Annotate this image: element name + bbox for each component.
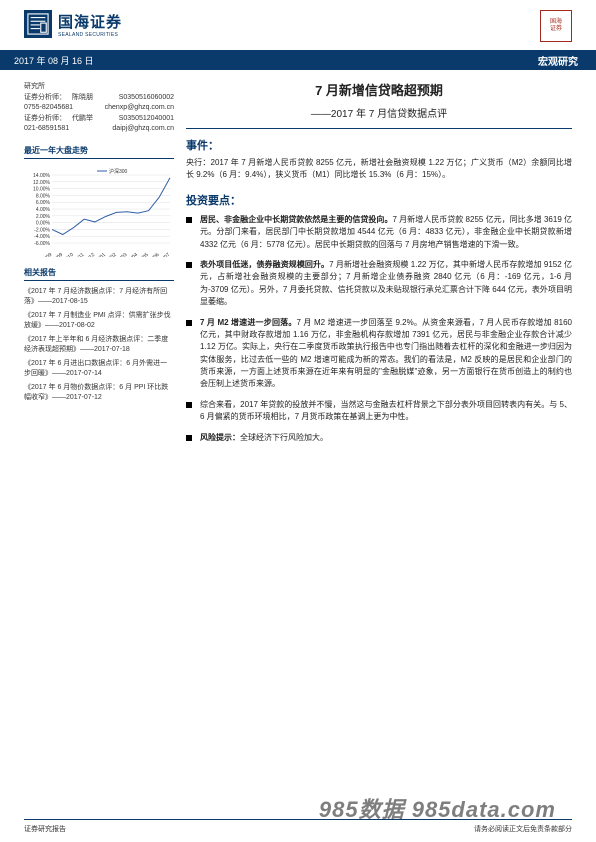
report-date: 2017 年 08 月 16 日 [0, 50, 108, 70]
main-subtitle: ——2017 年 7 月信贷数据点评 [186, 105, 572, 120]
bullet-square-icon [186, 320, 192, 326]
chart-title: 最近一年大盘走势 [24, 145, 174, 159]
analyst-email: chenxp@ghzq.com.cn [105, 103, 174, 114]
logo-block: 国海证券 SEALAND SECURITIES [24, 10, 122, 38]
svg-text:8.00%: 8.00% [36, 193, 51, 199]
analyst-email: daipj@ghzq.com.cn [112, 124, 174, 135]
bullet-item: 7 月 M2 增速进一步回落。7 月 M2 增速进一步回落至 9.2%。从资金来… [186, 317, 572, 391]
report-item: 《2017 年 7 月制造业 PMI 点评：供需扩张步伐放缓》——2017-08… [24, 311, 174, 332]
analyst-id: S0350512040001 [119, 114, 174, 125]
svg-text:12.00%: 12.00% [33, 179, 51, 185]
bullet-text: 风险提示：全球经济下行风险加大。 [200, 432, 572, 444]
footer-right: 请务必阅读正文后免责条款部分 [474, 824, 572, 834]
bullet-square-icon [186, 217, 192, 223]
bullet-square-icon [186, 402, 192, 408]
stamp-icon: 国海证券 [540, 10, 572, 42]
svg-text:14.00%: 14.00% [33, 173, 51, 179]
analyst-name: 陈晓朋 [72, 93, 93, 104]
right-column: 7 月新增信贷略超预期 ——2017 年 7 月信贷数据点评 事件： 央行：20… [186, 76, 572, 452]
svg-text:4.00%: 4.00% [36, 207, 51, 213]
report-item: 《2017 年 7 月经济数据点评：7 月经济有所回落》——2017-08-15 [24, 287, 174, 308]
report-item: 《2017 年 6 月物价数据点评：6 月 PPI 环比跌幅收窄》——2017-… [24, 383, 174, 404]
svg-text:-4.00%: -4.00% [34, 234, 50, 240]
analyst-role: 证券分析师： [24, 93, 66, 104]
header: 国海证券 SEALAND SECURITIES 国海证券 [0, 0, 596, 46]
blue-bar: 2017 年 08 月 16 日 宏观研究 [0, 50, 596, 70]
svg-text:2.00%: 2.00% [36, 213, 51, 219]
bullet-item: 表外项目低迷，债券融资规模回升。7 月新增社会融资规模 1.22 万亿，其中新增… [186, 259, 572, 309]
bullet-text: 综合来看，2017 年贷款的投放并不慢，当然这与金融去杠杆背景之下部分表外项目回… [200, 399, 572, 424]
left-column: 研究所 证券分析师： 陈晓朋 S0350516060002 0755-82045681… [24, 76, 174, 452]
logo-text-cn: 国海证券 [58, 11, 122, 32]
main-title: 7 月新增信贷略超预期 [186, 80, 572, 99]
event-body: 央行：2017 年 7 月新增人民币贷款 8255 亿元，新增社会融资规模 1.… [186, 157, 572, 182]
bullets-list: 居民、非金融企业中长期贷款依然是主要的信贷投向。7 月新增人民币贷款 8255 … [186, 214, 572, 444]
bullet-item: 综合来看，2017 年贷款的投放并不慢，当然这与金融去杠杆背景之下部分表外项目回… [186, 399, 572, 424]
analyst-role: 证券分析师： [24, 114, 66, 125]
bullet-text: 7 月 M2 增速进一步回落。7 月 M2 增速进一步回落至 9.2%。从资金来… [200, 317, 572, 391]
bullet-item: 风险提示：全球经济下行风险加大。 [186, 432, 572, 444]
bullet-text: 表外项目低迷，债券融资规模回升。7 月新增社会融资规模 1.22 万亿，其中新增… [200, 259, 572, 309]
analyst-name: 代鹏举 [72, 114, 93, 125]
trend-chart: -6.00%-4.00%-2.00%0.00%2.00%4.00%6.00%8.… [24, 165, 174, 257]
analyst-id: S0350516060002 [119, 93, 174, 104]
svg-text:-6.00%: -6.00% [34, 241, 50, 247]
svg-text:10.00%: 10.00% [33, 186, 51, 192]
report-item: 《2017 年上半年和 6 月经济数据点评：二季度经济表现超预期》——2017-… [24, 335, 174, 356]
report-item: 《2017 年 6 月进出口数据点评：6 月外需进一步回暖》——2017-07-… [24, 359, 174, 380]
points-heading: 投资要点： [186, 192, 572, 208]
stamp-text: 国海证券 [550, 19, 562, 32]
reports-title: 相关报告 [24, 267, 174, 281]
svg-text:0.00%: 0.00% [36, 220, 51, 226]
logo-seal-icon [24, 10, 52, 38]
analyst-phone: 0755-82045681 [24, 103, 73, 114]
analyst-phone: 021-68591581 [24, 124, 69, 135]
bullet-item: 居民、非金融企业中长期贷款依然是主要的信贷投向。7 月新增人民币贷款 8255 … [186, 214, 572, 251]
svg-text:-2.00%: -2.00% [34, 227, 50, 233]
title-rule [186, 128, 572, 129]
dept-label: 研究所 [24, 82, 174, 93]
logo-text-en: SEALAND SECURITIES [58, 32, 122, 38]
event-heading: 事件： [186, 137, 572, 153]
svg-text:6.00%: 6.00% [36, 200, 51, 206]
bullet-square-icon [186, 262, 192, 268]
bullet-text: 居民、非金融企业中长期贷款依然是主要的信贷投向。7 月新增人民币贷款 8255 … [200, 214, 572, 251]
footer-left: 证券研究报告 [24, 824, 66, 834]
footer: 证券研究报告 请务必阅读正文后免责条款部分 [0, 819, 596, 834]
reports-list: 《2017 年 7 月经济数据点评：7 月经济有所回落》——2017-08-15… [24, 287, 174, 404]
report-category: 宏观研究 [520, 53, 596, 68]
svg-text:沪深300: 沪深300 [109, 168, 128, 175]
svg-text:16/09: 16/09 [40, 251, 54, 256]
bullet-square-icon [186, 435, 192, 441]
